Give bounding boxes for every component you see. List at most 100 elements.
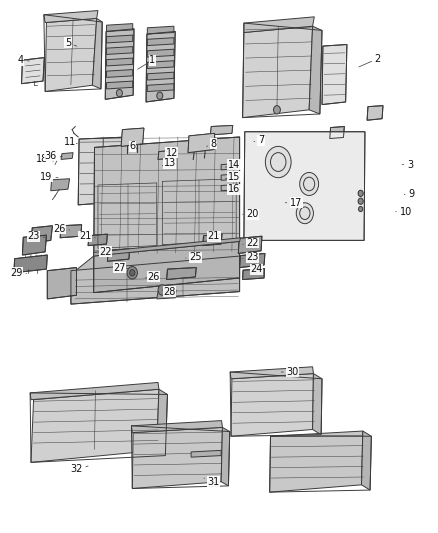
Polygon shape [157, 290, 176, 299]
Polygon shape [92, 19, 102, 89]
Polygon shape [210, 125, 233, 135]
Polygon shape [188, 133, 215, 152]
Polygon shape [203, 234, 222, 246]
Polygon shape [221, 164, 235, 170]
Circle shape [127, 266, 138, 279]
Text: 22: 22 [243, 238, 259, 248]
Circle shape [296, 203, 314, 224]
Polygon shape [45, 19, 97, 92]
Polygon shape [243, 26, 313, 118]
Polygon shape [88, 234, 107, 246]
Text: 5: 5 [65, 38, 77, 48]
Polygon shape [31, 389, 159, 463]
Polygon shape [105, 29, 134, 99]
Polygon shape [244, 132, 365, 240]
Circle shape [130, 270, 135, 276]
Text: 11: 11 [64, 137, 78, 147]
Polygon shape [30, 383, 159, 400]
Polygon shape [147, 49, 174, 57]
Text: 24: 24 [247, 264, 263, 274]
Polygon shape [157, 389, 167, 456]
Polygon shape [238, 236, 262, 254]
Text: 32: 32 [71, 464, 88, 474]
Text: 6: 6 [129, 141, 138, 151]
Circle shape [157, 92, 163, 99]
Polygon shape [158, 150, 173, 159]
Circle shape [273, 106, 280, 114]
Polygon shape [231, 374, 314, 436]
Polygon shape [147, 61, 174, 69]
Text: 10: 10 [396, 207, 412, 216]
Polygon shape [330, 126, 344, 139]
Circle shape [358, 198, 363, 204]
Polygon shape [132, 427, 223, 488]
Polygon shape [106, 81, 133, 89]
Text: 4: 4 [18, 55, 29, 65]
Polygon shape [230, 367, 314, 379]
Circle shape [265, 147, 291, 177]
Polygon shape [243, 269, 265, 280]
Polygon shape [14, 255, 47, 273]
Polygon shape [106, 58, 133, 66]
Polygon shape [367, 106, 383, 120]
Text: 15: 15 [226, 172, 240, 182]
Polygon shape [147, 26, 174, 34]
Polygon shape [51, 179, 70, 191]
Text: 7: 7 [254, 135, 264, 145]
Polygon shape [131, 421, 223, 433]
Text: 2: 2 [359, 54, 381, 67]
Polygon shape [221, 174, 235, 180]
Text: 21: 21 [204, 231, 220, 241]
Text: 25: 25 [186, 252, 201, 262]
Polygon shape [270, 431, 363, 492]
Text: 36: 36 [45, 151, 62, 161]
Circle shape [117, 90, 122, 97]
Polygon shape [47, 268, 77, 299]
Polygon shape [106, 23, 133, 31]
Polygon shape [94, 137, 240, 256]
Text: 3: 3 [402, 160, 413, 169]
Polygon shape [121, 128, 144, 147]
Polygon shape [146, 31, 175, 102]
Circle shape [358, 191, 363, 196]
Polygon shape [106, 46, 133, 54]
Polygon shape [240, 254, 265, 268]
Text: 17: 17 [285, 198, 303, 208]
Polygon shape [78, 137, 129, 205]
Text: 29: 29 [10, 268, 27, 278]
Text: 16: 16 [226, 184, 240, 194]
Circle shape [300, 173, 318, 196]
Circle shape [358, 199, 363, 204]
Text: 31: 31 [204, 477, 220, 487]
Text: 27: 27 [113, 263, 129, 272]
Polygon shape [107, 249, 130, 261]
Text: 20: 20 [243, 209, 259, 219]
Polygon shape [22, 235, 46, 255]
Text: 18: 18 [36, 155, 54, 164]
Polygon shape [221, 184, 235, 191]
Polygon shape [147, 38, 174, 45]
Text: 26: 26 [145, 272, 160, 282]
Polygon shape [147, 84, 174, 92]
Polygon shape [309, 26, 322, 114]
Polygon shape [361, 431, 371, 490]
Polygon shape [31, 226, 53, 243]
Polygon shape [244, 17, 314, 33]
Polygon shape [44, 11, 98, 22]
Text: 19: 19 [40, 172, 58, 182]
Text: 1: 1 [138, 55, 155, 69]
Polygon shape [60, 225, 81, 238]
Polygon shape [106, 35, 133, 43]
Text: 8: 8 [207, 139, 217, 149]
Polygon shape [221, 427, 230, 486]
Text: 23: 23 [28, 231, 45, 241]
Text: 30: 30 [281, 367, 299, 377]
Text: 14: 14 [226, 160, 240, 169]
Polygon shape [166, 268, 196, 280]
Polygon shape [147, 72, 174, 80]
Polygon shape [21, 58, 44, 84]
Text: 21: 21 [79, 231, 95, 241]
Text: 13: 13 [162, 158, 176, 168]
Polygon shape [71, 256, 240, 304]
Circle shape [158, 285, 166, 295]
